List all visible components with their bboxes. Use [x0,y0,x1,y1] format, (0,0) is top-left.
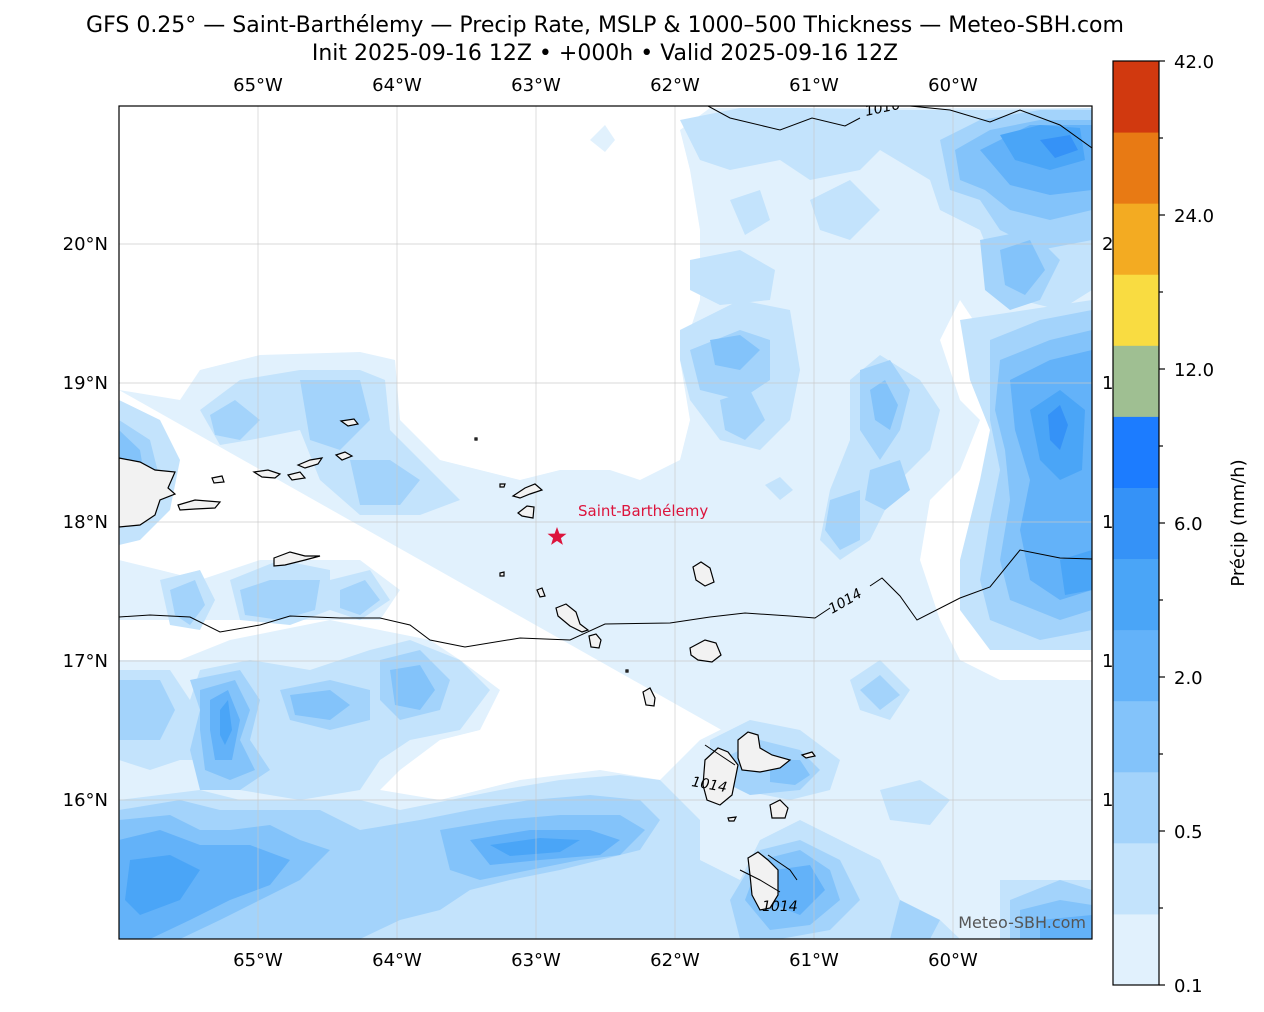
colorbar-labels: 0.1 0.5 2.0 6.0 12.0 24.0 42.0 [1174,52,1214,997]
colorbar-segment [1113,913,1159,986]
lon-labels-bottom: 65°W 64°W 63°W 62°W 61°W 60°W [233,950,978,971]
right-edge-labels: 2 1 1 1 1 [1102,234,1113,811]
lon-label-top-62w: 62°W [650,75,700,96]
colorbar-segment [1113,771,1159,844]
colorbar-segment [1113,416,1159,488]
lon-label-bottom-64w: 64°W [372,950,422,971]
colorbar-segment [1113,132,1159,204]
cbar-label-3: 6.0 [1174,514,1203,535]
lon-label-top-61w: 61°W [789,75,839,96]
precip-field: 1016 1014 1014 1014 Saint-Barthélemy Met… [119,106,1092,939]
lat-label-17n: 17°N [63,651,108,672]
cbar-label-0: 0.1 [1174,976,1203,997]
colorbar-segment [1113,842,1159,915]
coastlines [119,418,817,911]
lon-label-top-63w: 63°W [511,75,561,96]
cbar-label-2: 2.0 [1174,668,1203,689]
graticule [119,106,1092,939]
cbar-label-6: 42.0 [1174,52,1214,73]
edge-label-4: 1 [1102,651,1113,672]
isobar-label-1014-c: 1014 [762,899,798,915]
lon-label-bottom-63w: 63°W [511,950,561,971]
cbar-label-1: 0.5 [1174,822,1203,843]
lon-label-bottom-60w: 60°W [928,950,978,971]
star-marker [547,527,567,545]
colorbar-segment [1113,61,1159,133]
colorbar-segment [1113,487,1159,560]
map-frame [118,105,1093,940]
lat-label-20n: 20°N [63,234,108,255]
lat-labels: 20°N 19°N 18°N 17°N 16°N [63,234,108,811]
edge-label-3: 1 [1102,512,1113,533]
colorbar-title: Précip (mm/h) [1228,459,1249,586]
isobar-label-1014-b: 1014 [690,774,728,796]
watermark: Meteo-SBH.com [958,913,1086,932]
colorbar-segment [1113,700,1159,773]
marker-label: Saint-Barthélemy [578,502,708,520]
colorbar-segment [1113,345,1159,417]
lon-labels-top: 65°W 64°W 63°W 62°W 61°W 60°W [233,75,978,96]
colorbar-ticks [1159,60,1165,986]
edge-label-2: 1 [1102,373,1113,394]
lon-label-bottom-62w: 62°W [650,950,700,971]
colorbar-segment [1113,274,1159,346]
edge-label-1: 2 [1102,234,1113,255]
cbar-label-4: 12.0 [1174,360,1214,381]
lat-label-18n: 18°N [63,512,108,533]
lon-label-top-65w: 65°W [233,75,283,96]
cbar-label-5: 24.0 [1174,206,1214,227]
colorbar-segment [1113,558,1159,631]
edge-label-5: 1 [1102,790,1113,811]
lon-label-bottom-61w: 61°W [789,950,839,971]
colorbar-segment [1113,629,1159,702]
lat-label-19n: 19°N [63,373,108,394]
lon-label-top-60w: 60°W [928,75,978,96]
lon-label-top-64w: 64°W [372,75,422,96]
lon-label-bottom-65w: 65°W [233,950,283,971]
map-subtitle: Init 2025-09-16 12Z • +000h • Valid 2025… [311,41,899,66]
colorbar-segment [1113,203,1159,275]
isobars [119,106,1092,893]
map-title: GFS 0.25° — Saint-Barthélemy — Precip Ra… [86,13,1124,38]
lat-label-16n: 16°N [63,790,108,811]
colorbar [1113,61,1159,986]
